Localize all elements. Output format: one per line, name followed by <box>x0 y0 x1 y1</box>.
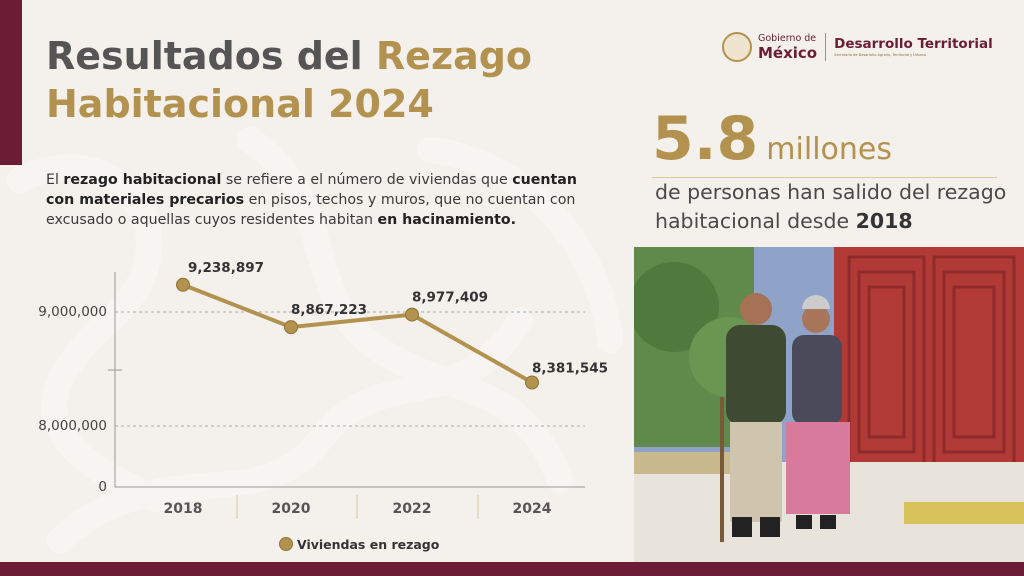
x-tick-label: 2022 <box>393 501 432 517</box>
page-title: Resultados del Rezago Habitacional 2024 <box>46 32 532 128</box>
highlight-caption-year: 2018 <box>855 209 913 233</box>
data-point <box>525 375 539 390</box>
x-tick-label: 2024 <box>513 501 552 517</box>
desc-bold-1: rezago habitacional <box>63 172 222 188</box>
data-labels: 9,238,897 8,867,223 8,977,409 8,381,545 <box>188 260 608 377</box>
eagle-seal-icon <box>722 32 752 62</box>
data-point <box>176 277 190 292</box>
highlight-divider <box>652 177 997 178</box>
rezago-line-chart: 9,000,000 8,000,000 0 2018 2020 2022 2024 9,2… <box>38 260 608 552</box>
decorative-watermark <box>7 127 623 553</box>
data-label: 8,977,409 <box>412 290 488 306</box>
y-tick-label: 0 <box>98 479 107 495</box>
elderly-couple-photo <box>634 247 1024 562</box>
left-accent-bar <box>0 0 22 165</box>
logo-divider <box>825 33 827 61</box>
highlight-number: 5.8 <box>652 104 759 174</box>
data-point <box>284 320 298 335</box>
title-part-3: Habitacional 2024 <box>46 82 434 126</box>
highlight-caption: de personas han salido del rezago habita… <box>655 178 1015 236</box>
bottom-accent-bar <box>0 562 1024 576</box>
government-logo: Gobierno de México Desarrollo Territoria… <box>722 30 993 64</box>
data-label: 8,867,223 <box>291 302 367 318</box>
data-label: 8,381,545 <box>532 361 608 377</box>
highlight-unit: millones <box>766 132 892 167</box>
desc-text-3: en pisos, techos y muros, que no cuentan… <box>46 192 576 228</box>
logo-dependency-text: Desarrollo Territorial <box>834 36 993 52</box>
desc-bold-2: cuentan con materiales precarios <box>46 172 577 208</box>
highlight-figure: 5.8 millones <box>652 104 892 174</box>
desc-text-2: se refiere a el número de viviendas que <box>221 172 513 188</box>
chart-legend: Viviendas en rezago <box>279 537 440 552</box>
chart-axes <box>108 272 585 519</box>
logo-mexico-text: México <box>758 44 818 62</box>
y-tick-label: 9,000,000 <box>38 304 107 320</box>
x-tick-label: 2020 <box>272 501 311 517</box>
logo-secretaria-text: Secretaría de Desarrollo Agrario, Territ… <box>834 53 927 57</box>
chart-series <box>176 277 539 390</box>
data-label: 9,238,897 <box>188 260 264 276</box>
series-line <box>182 282 533 385</box>
chart-grid <box>115 311 585 427</box>
legend-marker <box>279 537 293 551</box>
data-point <box>405 307 419 322</box>
logo-gobierno-text: Gobierno de <box>758 33 817 44</box>
x-axis-labels: 2018 2020 2022 2024 <box>164 501 552 517</box>
title-part-1: Resultados del <box>46 34 376 78</box>
dependency-wordmark: Desarrollo Territorial Secretaría de Des… <box>834 36 993 58</box>
desc-bold-3: en hacinamiento. <box>377 212 517 228</box>
x-tick-label: 2018 <box>164 501 203 517</box>
title-part-2: Rezago <box>375 34 533 78</box>
definition-text: El rezago habitacional se refiere a el n… <box>46 170 586 230</box>
y-tick-label: 8,000,000 <box>38 418 107 434</box>
legend-label: Viviendas en rezago <box>297 537 440 552</box>
highlight-caption-text: de personas han salido del rezago habita… <box>655 180 1007 233</box>
desc-text-1: El <box>46 172 64 188</box>
gobierno-mexico-wordmark: Gobierno de México <box>758 33 817 61</box>
y-axis-labels: 9,000,000 8,000,000 0 <box>38 304 107 495</box>
